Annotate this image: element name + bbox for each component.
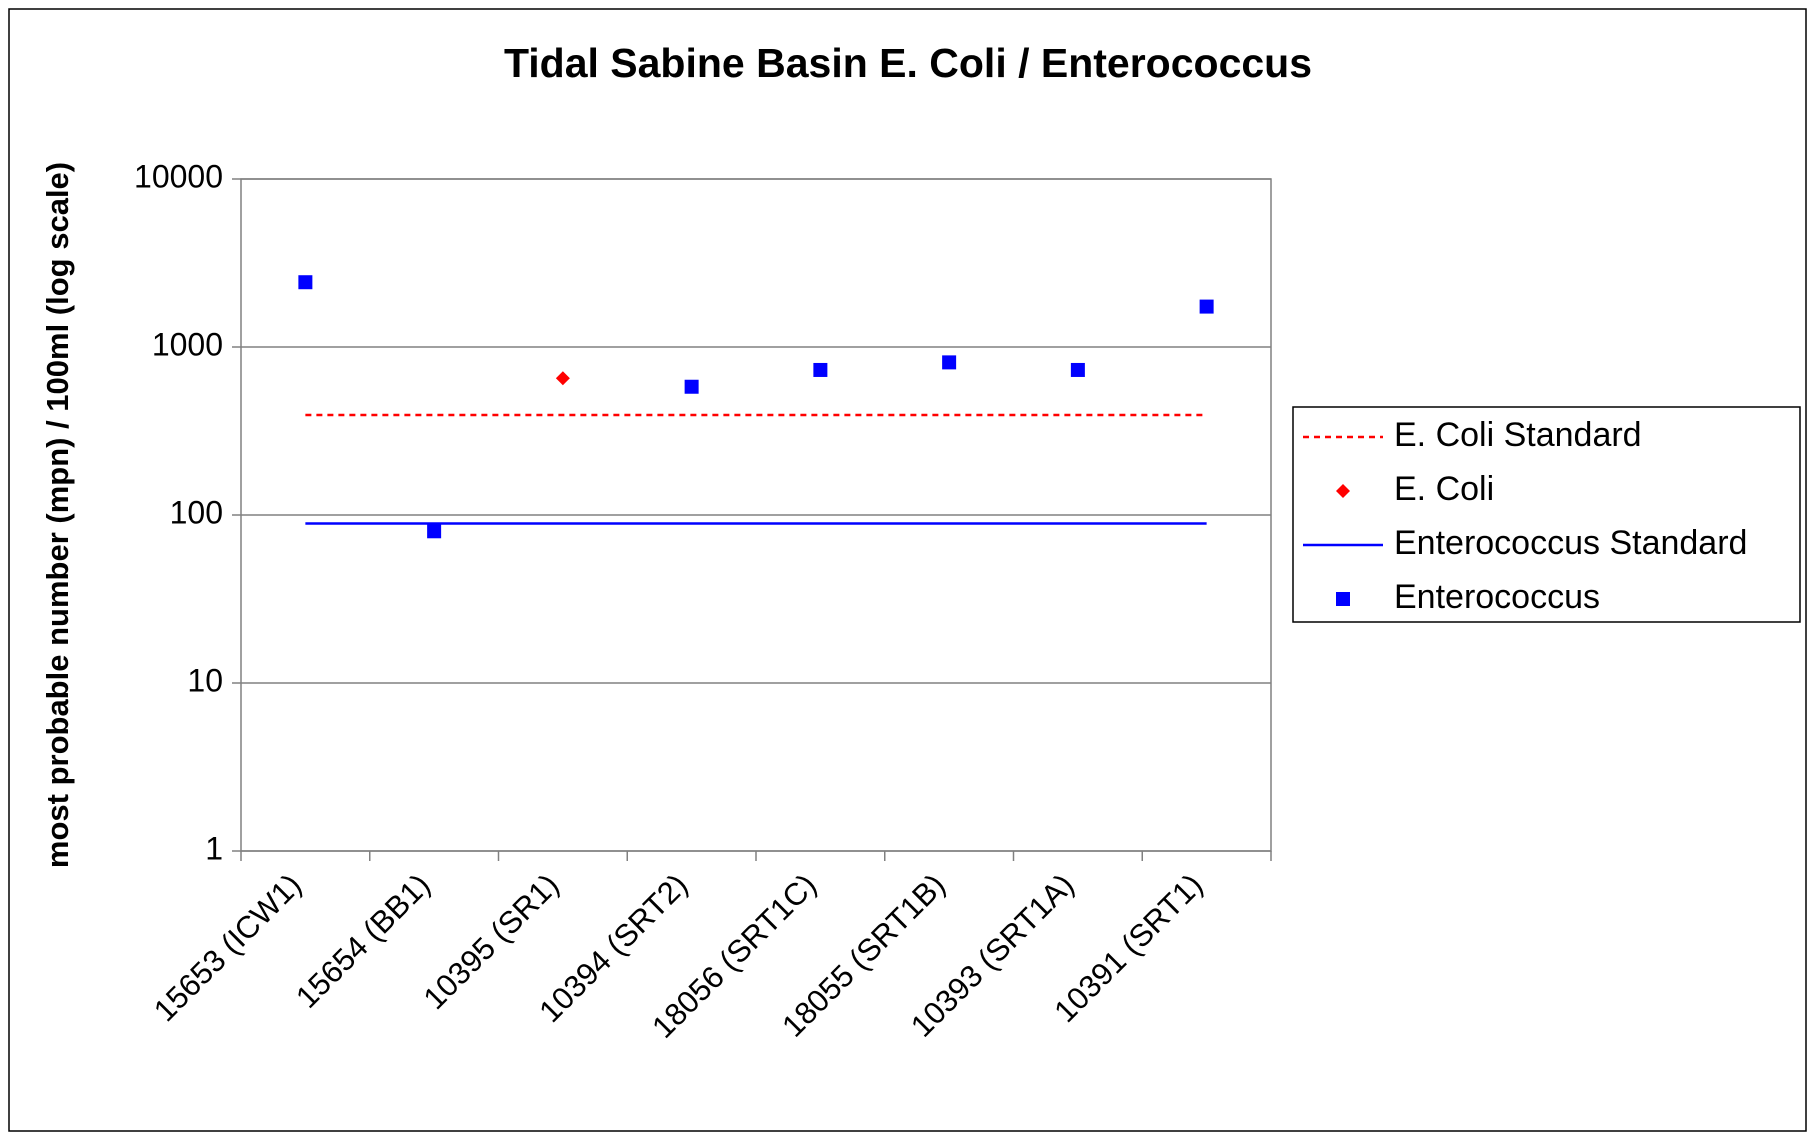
- data-point: [942, 355, 957, 370]
- data-point: [684, 379, 699, 394]
- legend-label: Enterococcus Standard: [1394, 524, 1747, 562]
- legend-label: Enterococcus: [1394, 578, 1600, 616]
- chart-title: Tidal Sabine Basin E. Coli / Enterococcu…: [504, 40, 1312, 86]
- y-tick-label: 10000: [134, 158, 223, 194]
- legend-label: E. Coli Standard: [1394, 416, 1642, 454]
- legend-swatch: [1336, 592, 1350, 606]
- data-point: [813, 362, 828, 377]
- legend-label: E. Coli: [1394, 470, 1494, 508]
- y-tick-label: 100: [170, 494, 223, 530]
- y-tick-label: 1: [205, 830, 223, 866]
- y-tick-label: 1000: [152, 326, 223, 362]
- data-point: [1199, 299, 1214, 314]
- data-point: [298, 275, 313, 290]
- data-point: [555, 371, 570, 386]
- y-axis-label: most probable number (mpn) / 100ml (log …: [40, 162, 75, 868]
- data-point: [1070, 362, 1085, 377]
- legend-swatch: [1336, 484, 1350, 498]
- y-tick-label: 10: [187, 662, 223, 698]
- legend-box: [1292, 406, 1801, 623]
- data-point: [427, 524, 442, 539]
